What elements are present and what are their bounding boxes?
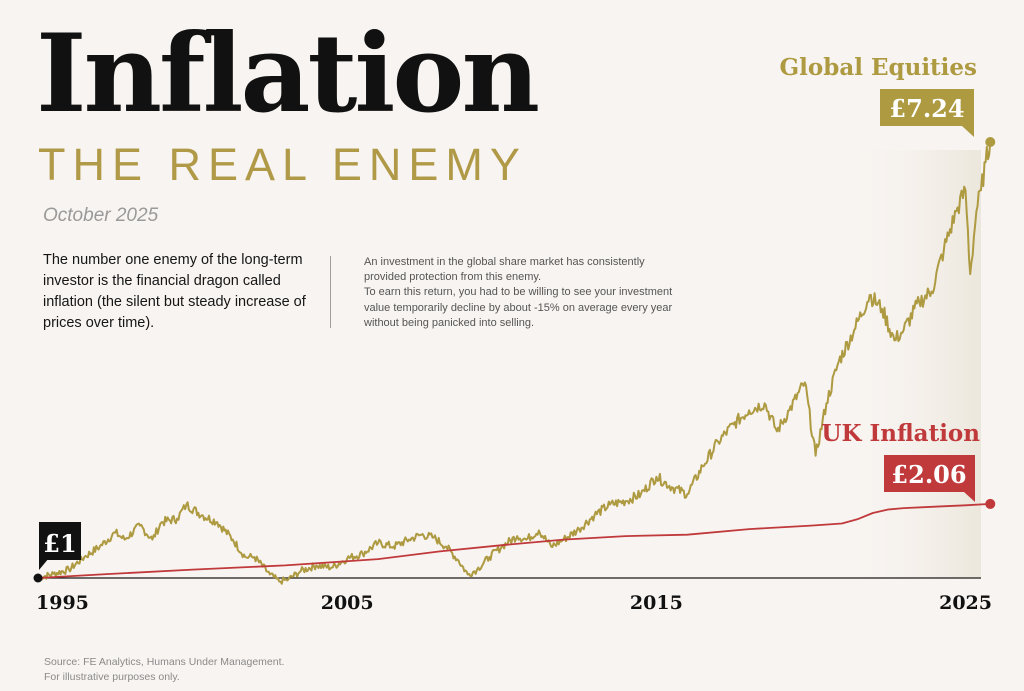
start-point <box>33 573 43 583</box>
x-tick-label-2025: 2025 <box>939 592 992 614</box>
x-tick-label-2015: 2015 <box>630 592 683 614</box>
text-divider <box>330 256 331 328</box>
start-label-box <box>39 522 81 560</box>
equities-end-point <box>985 137 996 147</box>
start-marker: £1 <box>33 522 81 583</box>
body-paragraph-2: To earn this return, you had to be willi… <box>364 286 673 329</box>
highlight-shade <box>840 150 981 578</box>
inflation-line <box>37 503 991 579</box>
start-label-pointer <box>39 558 49 570</box>
intro-text: The number one enemy of the long-term in… <box>43 252 306 331</box>
equities-line <box>37 141 992 585</box>
start-label: £1 <box>43 529 76 558</box>
inflation-value-box <box>884 455 975 492</box>
disclaimer-line: For illustrative purposes only. <box>44 671 180 683</box>
inflation-end-point <box>985 498 996 509</box>
inflation-series-label: UK Inflation <box>821 420 980 447</box>
equities-series-label: Global Equities <box>780 54 977 81</box>
source-note: Source: FE Analytics, Humans Under Manag… <box>44 655 284 685</box>
equities-end-value: £7.24 <box>889 94 964 123</box>
series-layer <box>37 141 992 585</box>
body-text: An investment in the global share market… <box>364 255 684 331</box>
x-tick-labels: 1995 2005 2015 2025 <box>36 592 992 614</box>
body-paragraph-1: An investment in the global share market… <box>364 256 645 284</box>
report-date: October 2025 <box>43 205 159 226</box>
equities-value-pointer <box>962 126 974 137</box>
source-line: Source: FE Analytics, Humans Under Manag… <box>44 656 285 668</box>
x-tick-label-1995: 1995 <box>36 592 89 614</box>
inflation-value-pointer <box>964 492 975 502</box>
x-tick-label-2005: 2005 <box>321 592 374 614</box>
page-title: Inflation <box>36 11 540 137</box>
page-subtitle: THE REAL ENEMY <box>38 139 527 190</box>
inflation-end-marker: UK Inflation £2.06 <box>821 420 996 509</box>
inflation-end-value: £2.06 <box>891 460 966 489</box>
equities-value-box <box>880 89 974 126</box>
equities-end-marker: Global Equities £7.24 <box>780 54 996 147</box>
